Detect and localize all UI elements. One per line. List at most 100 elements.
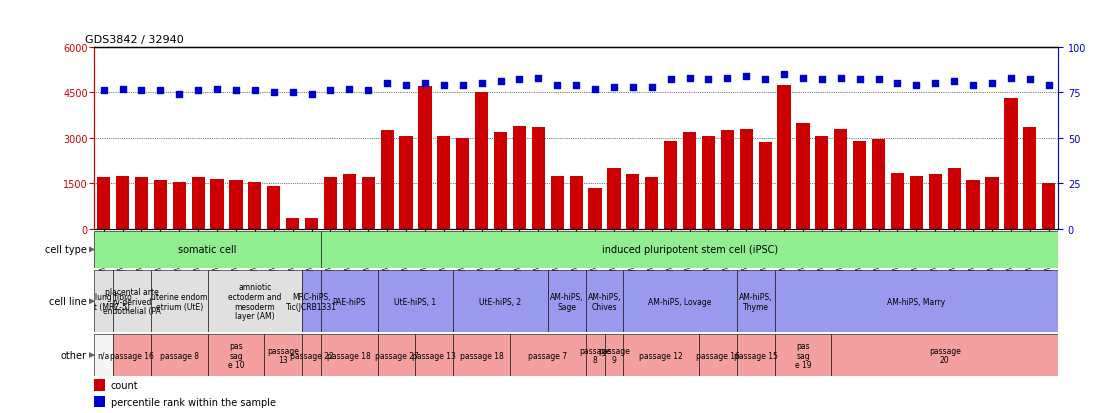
Text: GDS3842 / 32940: GDS3842 / 32940	[84, 36, 183, 45]
Point	[643, 84, 660, 91]
Text: pas
sag
e 10: pas sag e 10	[227, 341, 244, 369]
Point	[284, 90, 301, 96]
Bar	[815, 137, 829, 229]
Point	[133, 88, 151, 95]
Bar	[774, 271, 1058, 332]
Text: passage 7: passage 7	[529, 351, 567, 360]
Bar	[305, 218, 318, 229]
Point	[171, 91, 188, 98]
Text: passage
8: passage 8	[579, 346, 611, 365]
Point	[661, 77, 679, 83]
Bar	[551, 176, 564, 229]
Bar	[774, 335, 831, 376]
Bar	[607, 169, 620, 229]
Point	[189, 88, 207, 95]
Text: AM-hiPS,
Chives: AM-hiPS, Chives	[587, 292, 622, 311]
Point	[1039, 82, 1057, 89]
Point	[813, 77, 831, 83]
Bar	[207, 335, 265, 376]
Text: passage 15: passage 15	[733, 351, 778, 360]
Bar	[720, 131, 733, 229]
Text: AM-hiPS, Marry: AM-hiPS, Marry	[888, 297, 945, 306]
Bar	[453, 335, 510, 376]
Point	[718, 75, 736, 82]
Bar	[94, 231, 321, 268]
Bar	[324, 178, 337, 229]
Bar	[207, 271, 302, 332]
Bar	[302, 271, 321, 332]
Text: pas
sag
e 19: pas sag e 19	[794, 341, 811, 369]
Point	[265, 90, 283, 96]
Bar	[910, 176, 923, 229]
Text: cell type: cell type	[44, 245, 86, 255]
Bar	[94, 335, 113, 376]
Bar	[778, 85, 791, 229]
Point	[511, 77, 529, 83]
Bar	[211, 179, 224, 229]
Bar	[929, 175, 942, 229]
Bar	[456, 138, 470, 229]
Point	[1020, 77, 1038, 83]
Bar	[173, 182, 186, 229]
Bar	[416, 335, 453, 376]
Text: PAE-hiPS: PAE-hiPS	[332, 297, 366, 306]
Point	[340, 86, 358, 93]
Point	[870, 77, 888, 83]
Bar	[438, 137, 451, 229]
Text: passage 16: passage 16	[110, 351, 154, 360]
Bar	[547, 271, 586, 332]
Bar	[586, 335, 605, 376]
Point	[889, 81, 906, 87]
Point	[492, 79, 510, 85]
Point	[321, 88, 339, 95]
Point	[208, 86, 226, 93]
Point	[757, 77, 774, 83]
Bar	[135, 178, 148, 229]
Bar	[737, 335, 774, 376]
Point	[945, 79, 963, 85]
Bar	[532, 128, 545, 229]
Point	[983, 81, 1001, 87]
Bar	[192, 178, 205, 229]
Bar	[872, 140, 885, 229]
Bar	[1004, 99, 1017, 229]
Bar	[151, 271, 207, 332]
Text: placental arte
ry-derived
endothelial (PA: placental arte ry-derived endothelial (P…	[103, 287, 161, 316]
Bar	[321, 335, 378, 376]
Point	[926, 81, 944, 87]
Text: cell line: cell line	[49, 297, 86, 306]
Point	[454, 82, 472, 89]
Point	[964, 82, 982, 89]
Bar	[966, 181, 979, 229]
Bar	[154, 181, 167, 229]
Point	[776, 71, 793, 78]
Bar	[265, 335, 302, 376]
Bar	[302, 335, 321, 376]
Text: other: other	[61, 350, 86, 360]
Bar	[699, 335, 737, 376]
Bar	[1042, 184, 1055, 229]
Point	[359, 88, 377, 95]
Point	[246, 88, 264, 95]
Text: UtE-hiPS, 1: UtE-hiPS, 1	[394, 297, 437, 306]
Point	[624, 84, 642, 91]
Bar	[453, 271, 547, 332]
Point	[907, 82, 925, 89]
Bar	[378, 335, 416, 376]
Bar	[683, 132, 696, 229]
Point	[832, 75, 850, 82]
Bar	[94, 271, 113, 332]
Bar	[737, 271, 774, 332]
Bar	[361, 178, 375, 229]
Text: passage 27: passage 27	[375, 351, 419, 360]
Text: UtE-hiPS, 2: UtE-hiPS, 2	[480, 297, 522, 306]
Bar	[701, 137, 715, 229]
Point	[152, 88, 170, 95]
Point	[567, 82, 585, 89]
Text: passage
9: passage 9	[598, 346, 630, 365]
Bar	[853, 141, 866, 229]
Bar	[399, 137, 412, 229]
Bar	[475, 93, 489, 229]
Text: AM-hiPS,
Thyme: AM-hiPS, Thyme	[739, 292, 772, 311]
Bar	[891, 173, 904, 229]
